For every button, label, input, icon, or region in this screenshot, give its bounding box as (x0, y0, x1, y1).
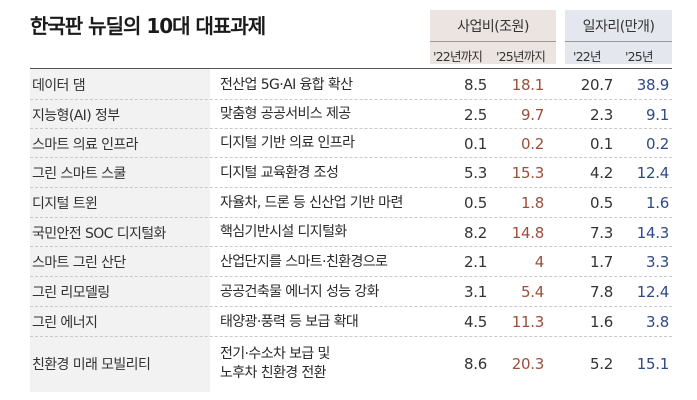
row-divider (30, 157, 672, 158)
jobs-2022-value: 20.7 (580, 76, 614, 94)
header-divider (565, 41, 672, 42)
jobs-2025-value: 12.4 (636, 283, 670, 301)
table-title: 한국판 뉴딜의 10대 대표과제 (30, 14, 266, 38)
business-2022-value: 4.5 (464, 313, 487, 331)
project-description: 태양광·풍력 등 보급 확대 (220, 313, 359, 330)
project-name: 친환경 미래 모빌리티 (32, 357, 151, 373)
business-2025-label: '25년까지 (496, 49, 546, 64)
table-top-rule (30, 68, 672, 69)
jobs-2022-value: 1.7 (590, 253, 613, 271)
table-row: 지능형(AI) 정부 맞춤형 공공서비스 제공 2.5 9.7 2.3 9.1 (30, 100, 672, 129)
jobs-2025-value: 0.2 (646, 134, 669, 153)
project-description: 공공건축물 에너지 성능 강화 (220, 283, 380, 300)
table-row: 국민안전 SOC 디지털화 핵심기반시설 디지털화 8.2 14.8 7.3 1… (30, 218, 672, 247)
jobs-2025-value: 9.1 (646, 105, 669, 124)
project-name: 그린 에너지 (32, 315, 98, 331)
project-description: 디지털 교육환경 조성 (220, 164, 339, 181)
row-divider (30, 306, 672, 307)
business-2022-value: 3.1 (464, 283, 487, 301)
table-row: 스마트 의료 인프라 디지털 기반 의료 인프라 0.1 0.2 0.1 0.2 (30, 129, 672, 158)
business-2025-value: 11.3 (511, 313, 545, 331)
table-row: 디지털 트윈 자율차, 드론 등 신산업 기반 마련 0.5 1.8 0.5 1… (30, 188, 672, 218)
row-divider (30, 128, 672, 129)
project-name: 국민안전 SOC 디지털화 (32, 225, 166, 242)
jobs-2022-value: 7.3 (590, 223, 613, 242)
jobs-2025-value: 38.9 (636, 76, 670, 94)
business-2025-value: 18.1 (511, 76, 545, 94)
business-2022-value: 8.6 (464, 355, 487, 373)
jobs-2025-value: 14.3 (636, 223, 670, 242)
jobs-2022-value: 0.1 (590, 134, 613, 153)
jobs-2022-value: 0.5 (590, 194, 613, 212)
jobs-2025-value: 12.4 (636, 164, 670, 182)
table-row: 그린 스마트 스쿨 디지털 교육환경 조성 5.3 15.3 4.2 12.4 (30, 158, 672, 188)
row-divider (30, 217, 672, 218)
project-description: 맞춤형 공공서비스 제공 (220, 106, 351, 122)
business-2025-value: 20.3 (511, 355, 545, 373)
jobs-2025-value: 15.1 (636, 355, 670, 373)
jobs-2022-value: 1.6 (590, 313, 613, 331)
jobs-header: 일자리(만개) '22년 '25년 (565, 10, 672, 64)
business-2022-value: 0.5 (464, 194, 487, 212)
project-description-line-1: 전기·수소차 보급 및 (220, 346, 330, 362)
business-2025-value: 15.3 (511, 164, 545, 182)
header-divider (430, 41, 556, 42)
business-2025-value: 0.2 (521, 134, 544, 153)
project-name: 디지털 트윈 (32, 196, 98, 212)
row-divider (30, 99, 672, 100)
business-2022-value: 2.5 (464, 105, 487, 124)
business-2022-label: '22년까지 (433, 49, 483, 64)
jobs-2022-value: 7.8 (590, 283, 613, 301)
project-name: 지능형(AI) 정부 (32, 107, 120, 124)
project-description: 산업단지를 스마트·친환경으로 (220, 253, 388, 270)
row-divider (30, 336, 672, 337)
business-cost-label: 사업비(조원) (457, 19, 529, 35)
jobs-2025-value: 1.6 (646, 194, 669, 212)
jobs-label: 일자리(만개) (582, 19, 655, 35)
business-2025-value: 1.8 (521, 194, 544, 212)
jobs-2022-value: 5.2 (590, 355, 613, 373)
table-row: 그린 리모델링 공공건축물 에너지 성능 강화 3.1 5.4 7.8 12.4 (30, 277, 672, 307)
business-2022-value: 2.1 (464, 253, 487, 271)
jobs-2022-label: '22년 (573, 49, 601, 64)
project-description-line-2: 노후차 친환경 전환 (220, 365, 327, 381)
business-2025-value: 9.7 (521, 105, 544, 124)
business-2025-value: 14.8 (511, 223, 545, 242)
project-name: 그린 리모델링 (32, 285, 110, 301)
project-description: 핵심기반시설 디지털화 (220, 224, 347, 240)
project-name: 스마트 의료 인프라 (32, 136, 139, 153)
project-name: 스마트 그린 산단 (32, 255, 126, 271)
jobs-2025-label: '25년 (625, 49, 653, 64)
business-2022-value: 8.5 (464, 76, 487, 94)
table-row: 스마트 그린 산단 산업단지를 스마트·친환경으로 2.1 4 1.7 3.3 (30, 247, 672, 277)
business-2025-value: 5.4 (521, 283, 544, 301)
project-description: 자율차, 드론 등 신산업 기반 마련 (220, 194, 403, 211)
business-2022-value: 8.2 (464, 223, 487, 242)
table-row: 데이터 댐 전산업 5G·AI 융합 확산 8.5 18.1 20.7 38.9 (30, 70, 672, 100)
name-column-background (30, 68, 210, 392)
project-name: 그린 스마트 스쿨 (32, 166, 126, 182)
project-description: 전산업 5G·AI 융합 확산 (220, 76, 353, 93)
jobs-2022-value: 2.3 (590, 105, 613, 124)
project-description: 디지털 기반 의료 인프라 (220, 135, 355, 151)
jobs-2025-value: 3.8 (646, 313, 669, 331)
project-description: 전기·수소차 보급 및 노후차 친환경 전환 (220, 337, 442, 391)
table-row: 친환경 미래 모빌리티 전기·수소차 보급 및 노후차 친환경 전환 8.6 2… (30, 337, 672, 391)
row-divider (30, 187, 672, 188)
jobs-2025-value: 3.3 (646, 253, 669, 271)
jobs-2022-value: 4.2 (590, 164, 613, 182)
row-divider (30, 276, 672, 277)
business-2022-value: 5.3 (464, 164, 487, 182)
business-cost-header: 사업비(조원) '22년까지 '25년까지 (430, 10, 556, 64)
business-2025-value: 4 (534, 253, 545, 271)
business-2022-value: 0.1 (464, 134, 487, 153)
table-row: 그린 에너지 태양광·풍력 등 보급 확대 4.5 11.3 1.6 3.8 (30, 307, 672, 337)
row-divider (30, 246, 672, 247)
project-name: 데이터 댐 (32, 78, 86, 94)
